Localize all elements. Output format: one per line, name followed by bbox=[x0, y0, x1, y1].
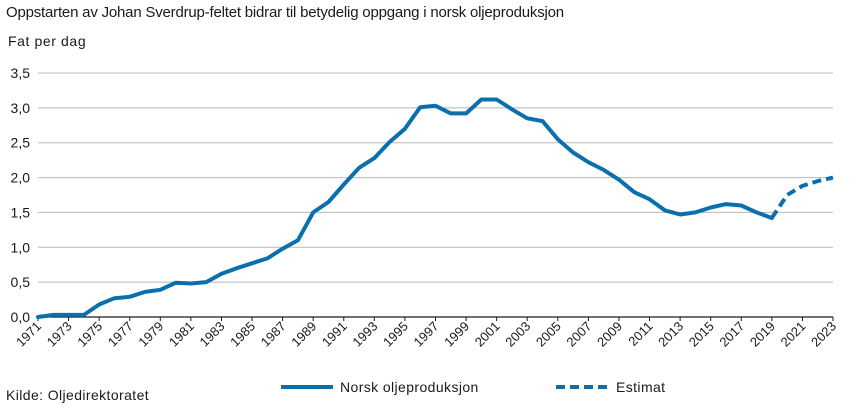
x-tick-label: 1995 bbox=[380, 319, 411, 350]
y-tick-label: 1,5 bbox=[11, 204, 31, 220]
series-line-estimat bbox=[770, 175, 834, 220]
legend-label: Estimat bbox=[616, 379, 665, 395]
y-tick-labels: 0,0 0,5 1,0 1,5 2,0 2,5 3,0 3,5 bbox=[11, 65, 31, 325]
y-tick-label: 2,5 bbox=[11, 135, 31, 151]
series-line-norsk-oljeproduksjon bbox=[36, 97, 774, 319]
x-tick-label: 2001 bbox=[472, 319, 503, 350]
x-tick-label: 1983 bbox=[197, 319, 228, 350]
x-tick-label: 2021 bbox=[777, 319, 808, 350]
x-tick-label: 1993 bbox=[349, 319, 380, 350]
x-tick-label: 1979 bbox=[135, 319, 166, 350]
series-lines bbox=[36, 97, 834, 319]
x-tick-label: 1989 bbox=[288, 319, 319, 350]
chart-title: Oppstarten av Johan Sverdrup-feltet bidr… bbox=[6, 4, 564, 21]
x-tick-label: 1981 bbox=[166, 319, 197, 350]
x-tick-label: 2005 bbox=[533, 319, 564, 350]
x-tick-label: 1997 bbox=[411, 319, 442, 350]
x-tick-label: 1991 bbox=[319, 319, 350, 350]
x-tick-label: 2017 bbox=[716, 319, 747, 350]
x-tick-label: 1977 bbox=[105, 319, 136, 350]
y-tick-label: 3,0 bbox=[11, 100, 31, 116]
y-tick-label: 3,5 bbox=[11, 65, 31, 81]
x-tick-label: 1975 bbox=[74, 319, 105, 350]
y-tick-label: 1,0 bbox=[11, 239, 31, 255]
y-axis-label: Fat per dag bbox=[8, 33, 87, 49]
y-tick-label: 2,0 bbox=[11, 170, 31, 186]
x-tick-label: 2019 bbox=[747, 319, 778, 350]
legend: Norsk oljeproduksjon Estimat bbox=[281, 379, 665, 395]
x-tick-label: 2007 bbox=[563, 319, 594, 350]
x-tick-label: 2009 bbox=[594, 319, 625, 350]
x-tick-label: 2011 bbox=[625, 319, 655, 349]
x-tick-label: 1999 bbox=[441, 319, 472, 350]
y-tick-label: 0,5 bbox=[11, 274, 31, 290]
x-tick-label: 2023 bbox=[808, 319, 839, 350]
source-note: Kilde: Oljedirektoratet bbox=[6, 387, 150, 403]
x-tick-label: 2013 bbox=[655, 319, 686, 350]
x-tick-label: 1985 bbox=[227, 319, 258, 350]
y-tick-label: 0,0 bbox=[11, 309, 31, 325]
legend-label: Norsk oljeproduksjon bbox=[340, 379, 479, 395]
x-tick-label: 2003 bbox=[502, 319, 533, 350]
x-tick-label: 1973 bbox=[44, 319, 75, 350]
x-tick-label: 2015 bbox=[686, 319, 717, 350]
x-tick-label: 1987 bbox=[258, 319, 289, 350]
x-tick-labels: 1971 1973 1975 1977 1979 1981 1983 1985 1987 1989… bbox=[13, 317, 839, 350]
gridlines bbox=[38, 72, 833, 318]
